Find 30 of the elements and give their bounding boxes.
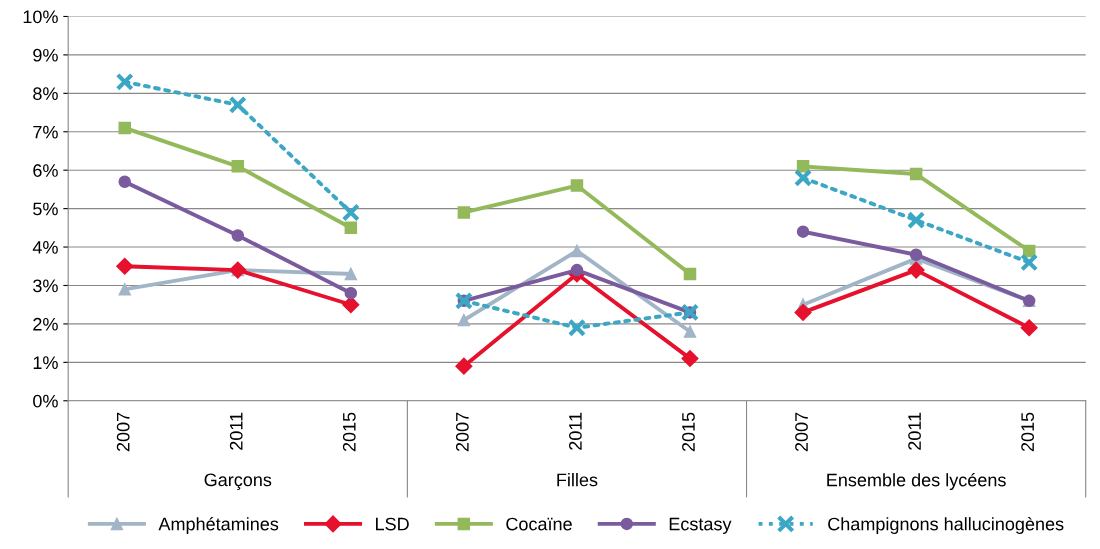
y-tick-label: 3% (33, 279, 58, 293)
y-tick-label: 10% (23, 10, 58, 24)
x-tick-label: 2015 (1021, 412, 1035, 452)
y-tick-label: 9% (33, 48, 58, 62)
x-tick-label: 2015 (342, 412, 356, 452)
legend-label: Ecstasy (669, 517, 732, 534)
x-tick-label: 2011 (569, 412, 582, 450)
point (231, 229, 245, 242)
text: Filles (557, 473, 598, 487)
legend-label: Amphétamines (158, 516, 279, 534)
y-tick-label: 4% (32, 241, 58, 254)
text: Ensemble des lycéens (827, 472, 1006, 490)
x-tick-label: 2011 (229, 412, 243, 450)
y-tick-label: 5% (33, 202, 58, 216)
y-tick-label: 8% (33, 87, 58, 101)
point (344, 221, 358, 235)
x-tick-label: 2015 (682, 412, 695, 452)
text: Garçons (204, 473, 272, 490)
y-tick-label: 6% (33, 164, 58, 177)
y-tick-label: 2% (33, 317, 58, 331)
legend-label: Cocaïne (506, 517, 572, 531)
x-tick-label: 2007 (116, 412, 130, 452)
y-tick-label: 7% (33, 125, 58, 139)
y-tick-label: 0% (33, 394, 58, 408)
legend-label: LSD (376, 517, 409, 531)
x-tick-label: 2007 (455, 412, 469, 452)
y-tick-label: 1% (33, 356, 58, 369)
x-tick-label: 2007 (795, 412, 808, 452)
legend-label: Champignons hallucinogènes (828, 516, 1064, 534)
x-tick-label: 2011 (908, 412, 921, 450)
